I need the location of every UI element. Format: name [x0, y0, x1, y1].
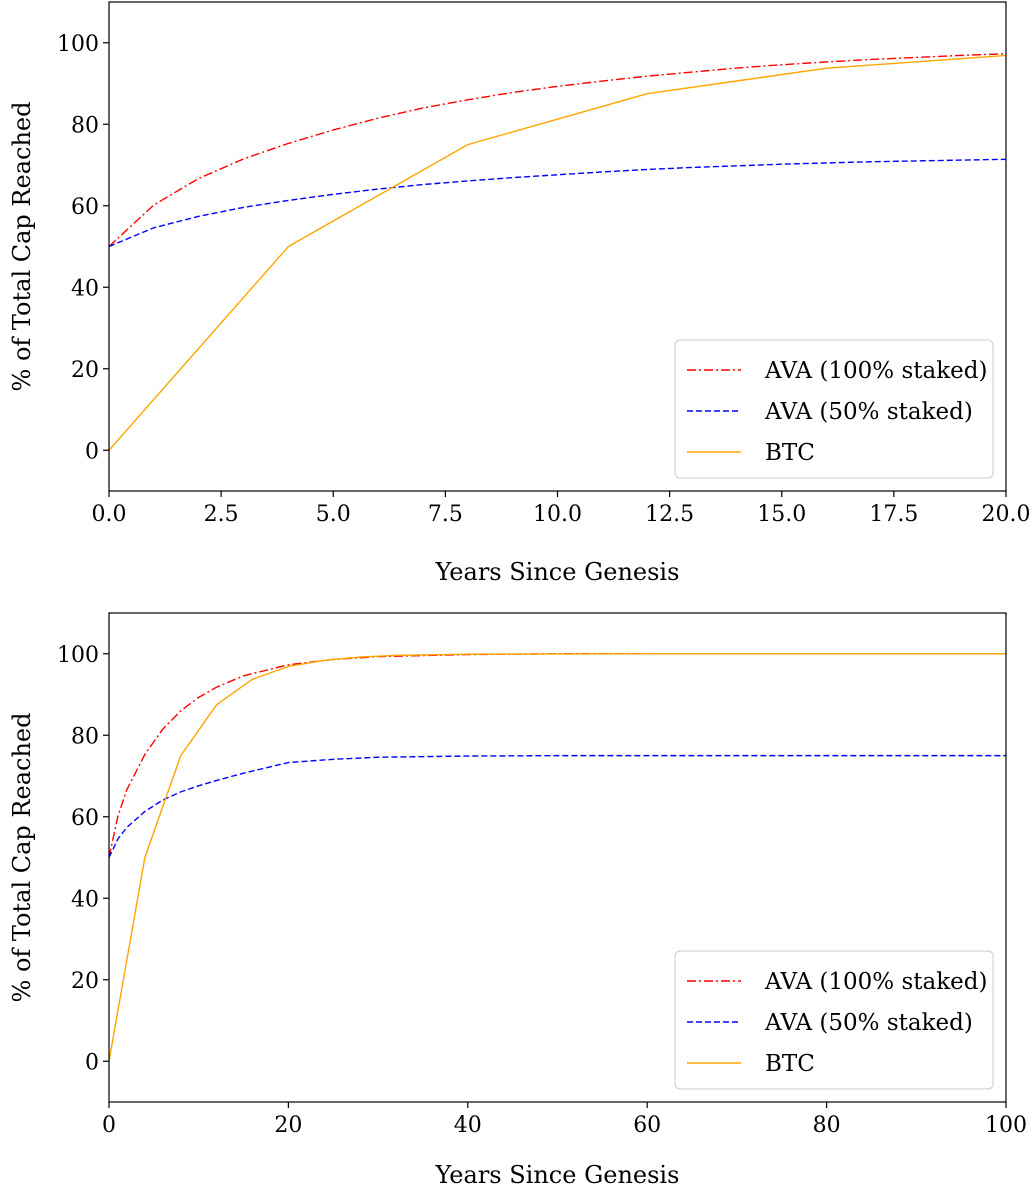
- y-tick-label: 60: [71, 806, 99, 831]
- series-line-BTC: [108, 653, 1006, 1062]
- x-tick-label: 7.5: [428, 502, 463, 527]
- legend-label: AVA (50% staked): [764, 399, 973, 425]
- x-tick-label: 2.5: [204, 502, 239, 527]
- chart-panel-bottom: 0 20 40 60 80 100 0 20 40 60 80 100 Years Since Gene…: [8, 612, 1027, 1189]
- x-tick-label: 0.0: [92, 502, 127, 527]
- series-line-AVA (100% staked): [108, 53, 1007, 248]
- series-line-AVA (50% staked): [108, 158, 1007, 248]
- y-tick-label: 0: [85, 1050, 99, 1075]
- y-tick-label: 20: [71, 358, 99, 383]
- x-tick-label: 17.5: [869, 502, 918, 527]
- series-line-BTC: [108, 54, 1007, 451]
- x-axis-label: Years Since Genesis: [435, 1161, 680, 1189]
- x-tick-label: 80: [813, 1113, 841, 1138]
- y-tick-label: 0: [85, 439, 99, 464]
- plot-frame: [108, 612, 1007, 1103]
- legend-label: BTC: [765, 440, 815, 466]
- x-axis-label: Years Since Genesis: [435, 558, 680, 586]
- x-tick-label: 12.5: [645, 502, 694, 527]
- y-tick-label: 40: [71, 276, 99, 301]
- y-tick-label: 100: [57, 32, 99, 57]
- x-tick-label: 100: [985, 1113, 1027, 1138]
- chart-panel-top: 0.0 2.5 5.0 7.5 10.0 12.5 15.0 17.5 20.0 0 20 40 60 8…: [8, 1, 1031, 586]
- x-tick-label: 5.0: [316, 502, 351, 527]
- y-axis-label: % of Total Cap Reached: [8, 102, 36, 392]
- legend-label: AVA (100% staked): [764, 969, 987, 995]
- y-tick-label: 80: [71, 724, 99, 749]
- x-tick-label: 20: [274, 1113, 302, 1138]
- y-tick-label: 60: [71, 195, 99, 220]
- series-line-AVA (50% staked): [108, 754, 1006, 858]
- legend-box: [674, 339, 994, 479]
- x-tick-label: 20.0: [982, 502, 1031, 527]
- legend-label: AVA (50% staked): [764, 1010, 973, 1036]
- legend-box: [674, 950, 994, 1090]
- y-tick-label: 100: [57, 643, 99, 668]
- y-tick-label: 40: [71, 887, 99, 912]
- legend: AVA (100% staked) AVA (50% staked) BTC: [674, 950, 994, 1090]
- x-tick-label: 0: [102, 1113, 116, 1138]
- y-axis-label: % of Total Cap Reached: [8, 713, 36, 1003]
- x-tick-label: 10.0: [533, 502, 582, 527]
- y-tick-label: 80: [71, 113, 99, 138]
- legend-label: AVA (100% staked): [764, 358, 987, 384]
- y-tick-label: 20: [71, 969, 99, 994]
- x-tick-label: 15.0: [757, 502, 806, 527]
- x-tick-label: 40: [454, 1113, 482, 1138]
- x-tick-label: 60: [633, 1113, 661, 1138]
- legend-label: BTC: [765, 1051, 815, 1077]
- legend: AVA (100% staked) AVA (50% staked) BTC: [674, 339, 994, 479]
